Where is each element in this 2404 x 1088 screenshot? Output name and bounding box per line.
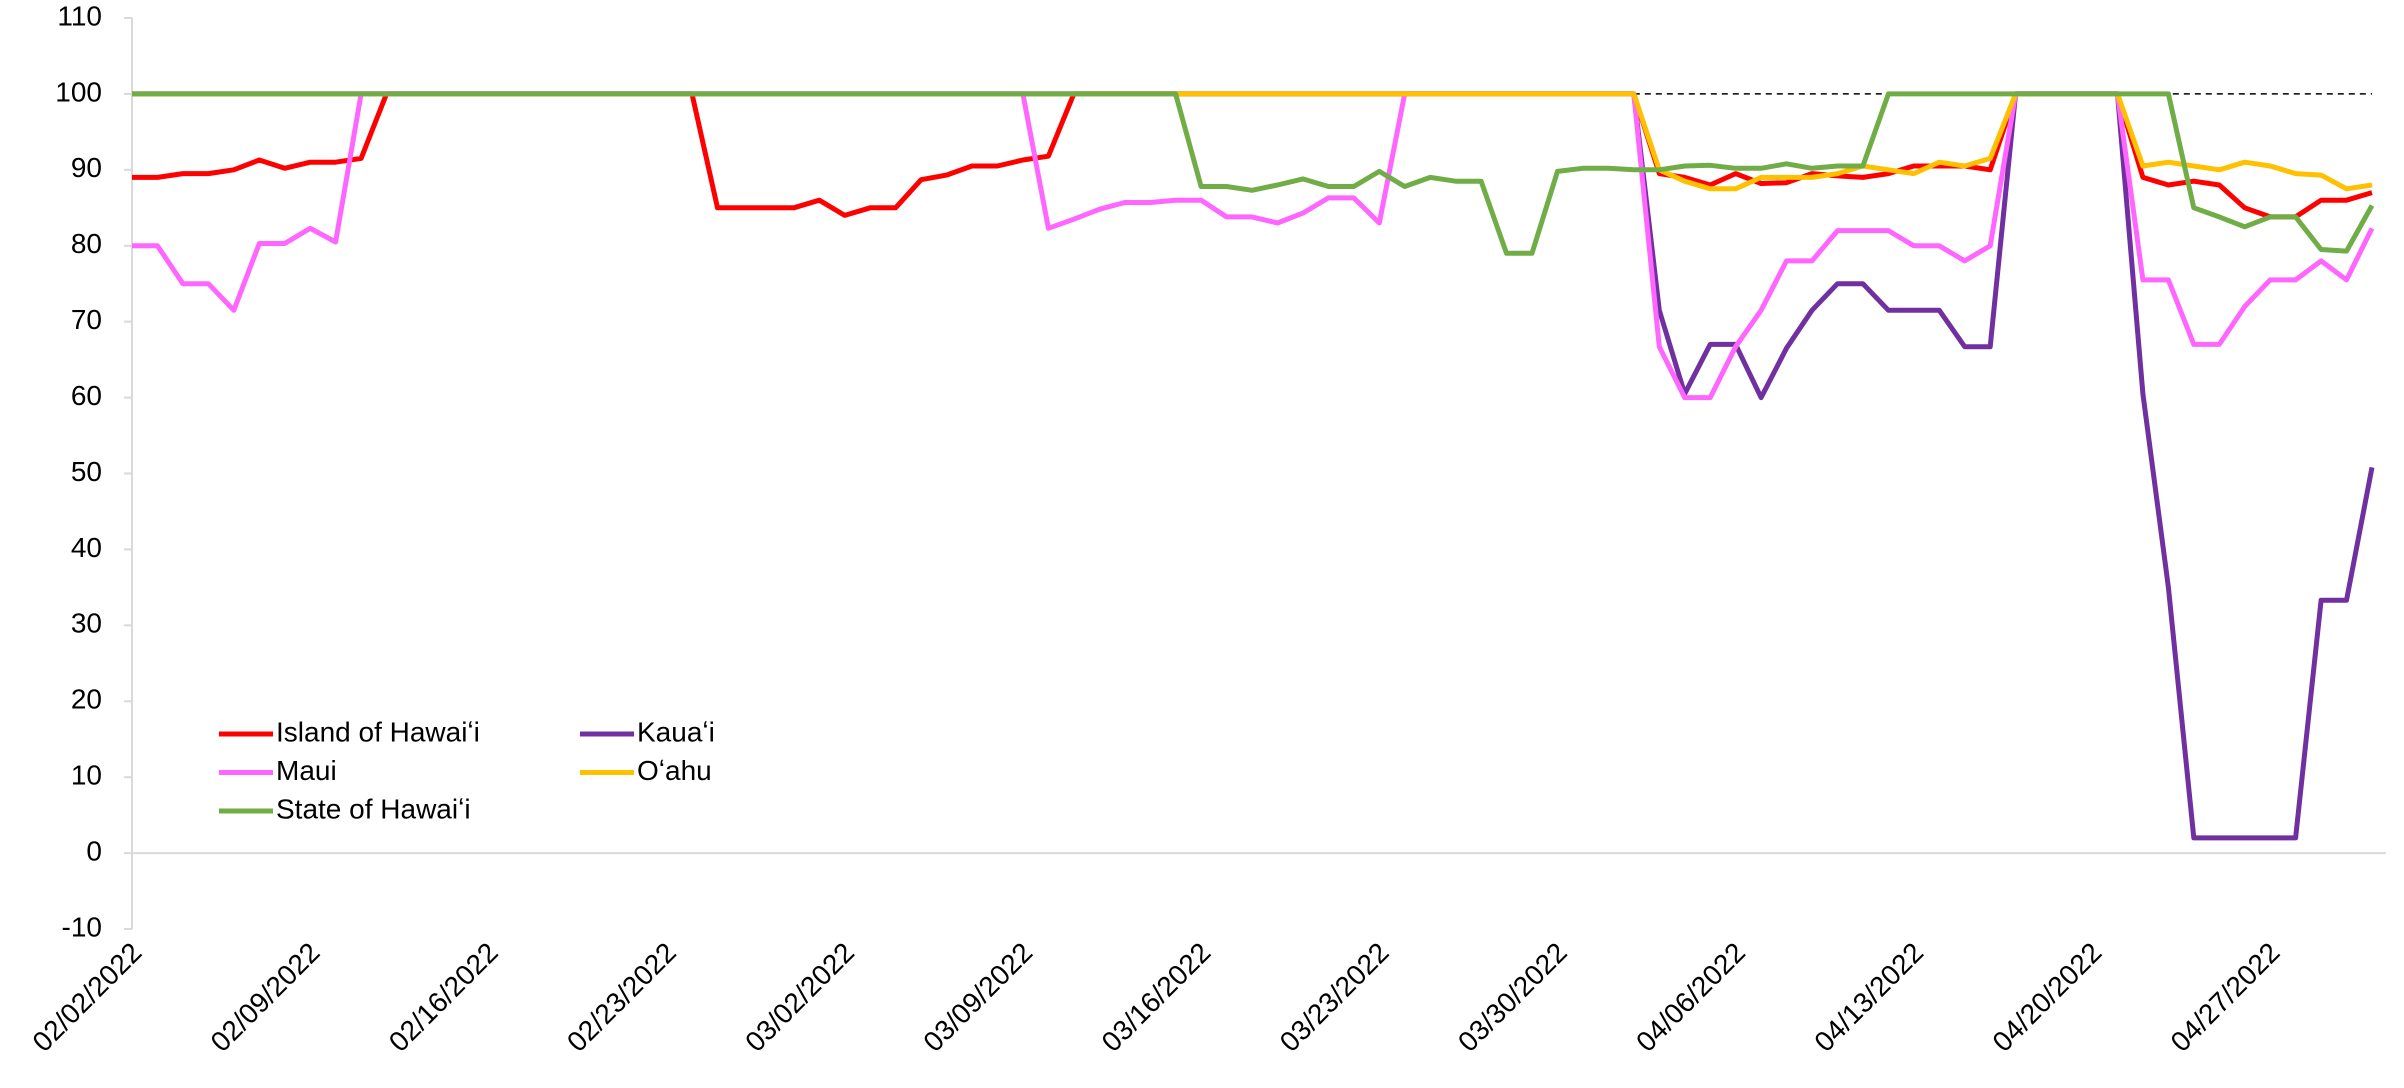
series-line — [132, 91, 2373, 220]
legend-label: State of Hawaiʻi — [276, 793, 471, 824]
y-tick-label: 10 — [71, 760, 102, 791]
x-tick-label: 03/23/2022 — [1274, 937, 1395, 1058]
legend-label: Kauaʻi — [637, 716, 715, 747]
x-tick-label: 02/23/2022 — [561, 937, 682, 1058]
legend-label: Island of Hawaiʻi — [276, 716, 480, 747]
y-tick-label: 110 — [57, 0, 102, 31]
x-tick-label: 03/16/2022 — [1096, 937, 1217, 1058]
y-tick-label: -10 — [62, 911, 102, 942]
x-tick-label: 04/06/2022 — [1630, 937, 1751, 1058]
y-tick-label: 50 — [71, 456, 102, 487]
x-tick-label: 02/09/2022 — [205, 937, 326, 1058]
y-tick-label: 30 — [71, 608, 102, 639]
legend-label: Maui — [276, 755, 337, 786]
x-tick-label: 04/13/2022 — [1808, 937, 1929, 1058]
x-tick-label: 03/09/2022 — [917, 937, 1038, 1058]
x-tick-label: 04/20/2022 — [1986, 937, 2107, 1058]
y-tick-label: 70 — [71, 304, 102, 335]
x-tick-label: 04/27/2022 — [2165, 937, 2286, 1058]
x-tick-label: 02/16/2022 — [383, 937, 504, 1058]
series-line — [132, 91, 2375, 401]
series-line — [132, 91, 2375, 256]
y-tick-label: 90 — [71, 152, 102, 183]
series-line — [132, 91, 2373, 192]
x-tick-label: 03/02/2022 — [739, 937, 860, 1058]
y-tick-label: 40 — [71, 532, 102, 563]
x-tick-label: 03/30/2022 — [1452, 937, 1573, 1058]
y-tick-label: 80 — [71, 228, 102, 259]
y-tick-label: 100 — [55, 76, 102, 107]
y-tick-label: 60 — [71, 380, 102, 411]
y-tick-label: 0 — [86, 835, 102, 866]
x-tick-label: 02/02/2022 — [26, 937, 147, 1058]
y-tick-label: 20 — [71, 684, 102, 715]
legend-label: Oʻahu — [637, 755, 712, 786]
